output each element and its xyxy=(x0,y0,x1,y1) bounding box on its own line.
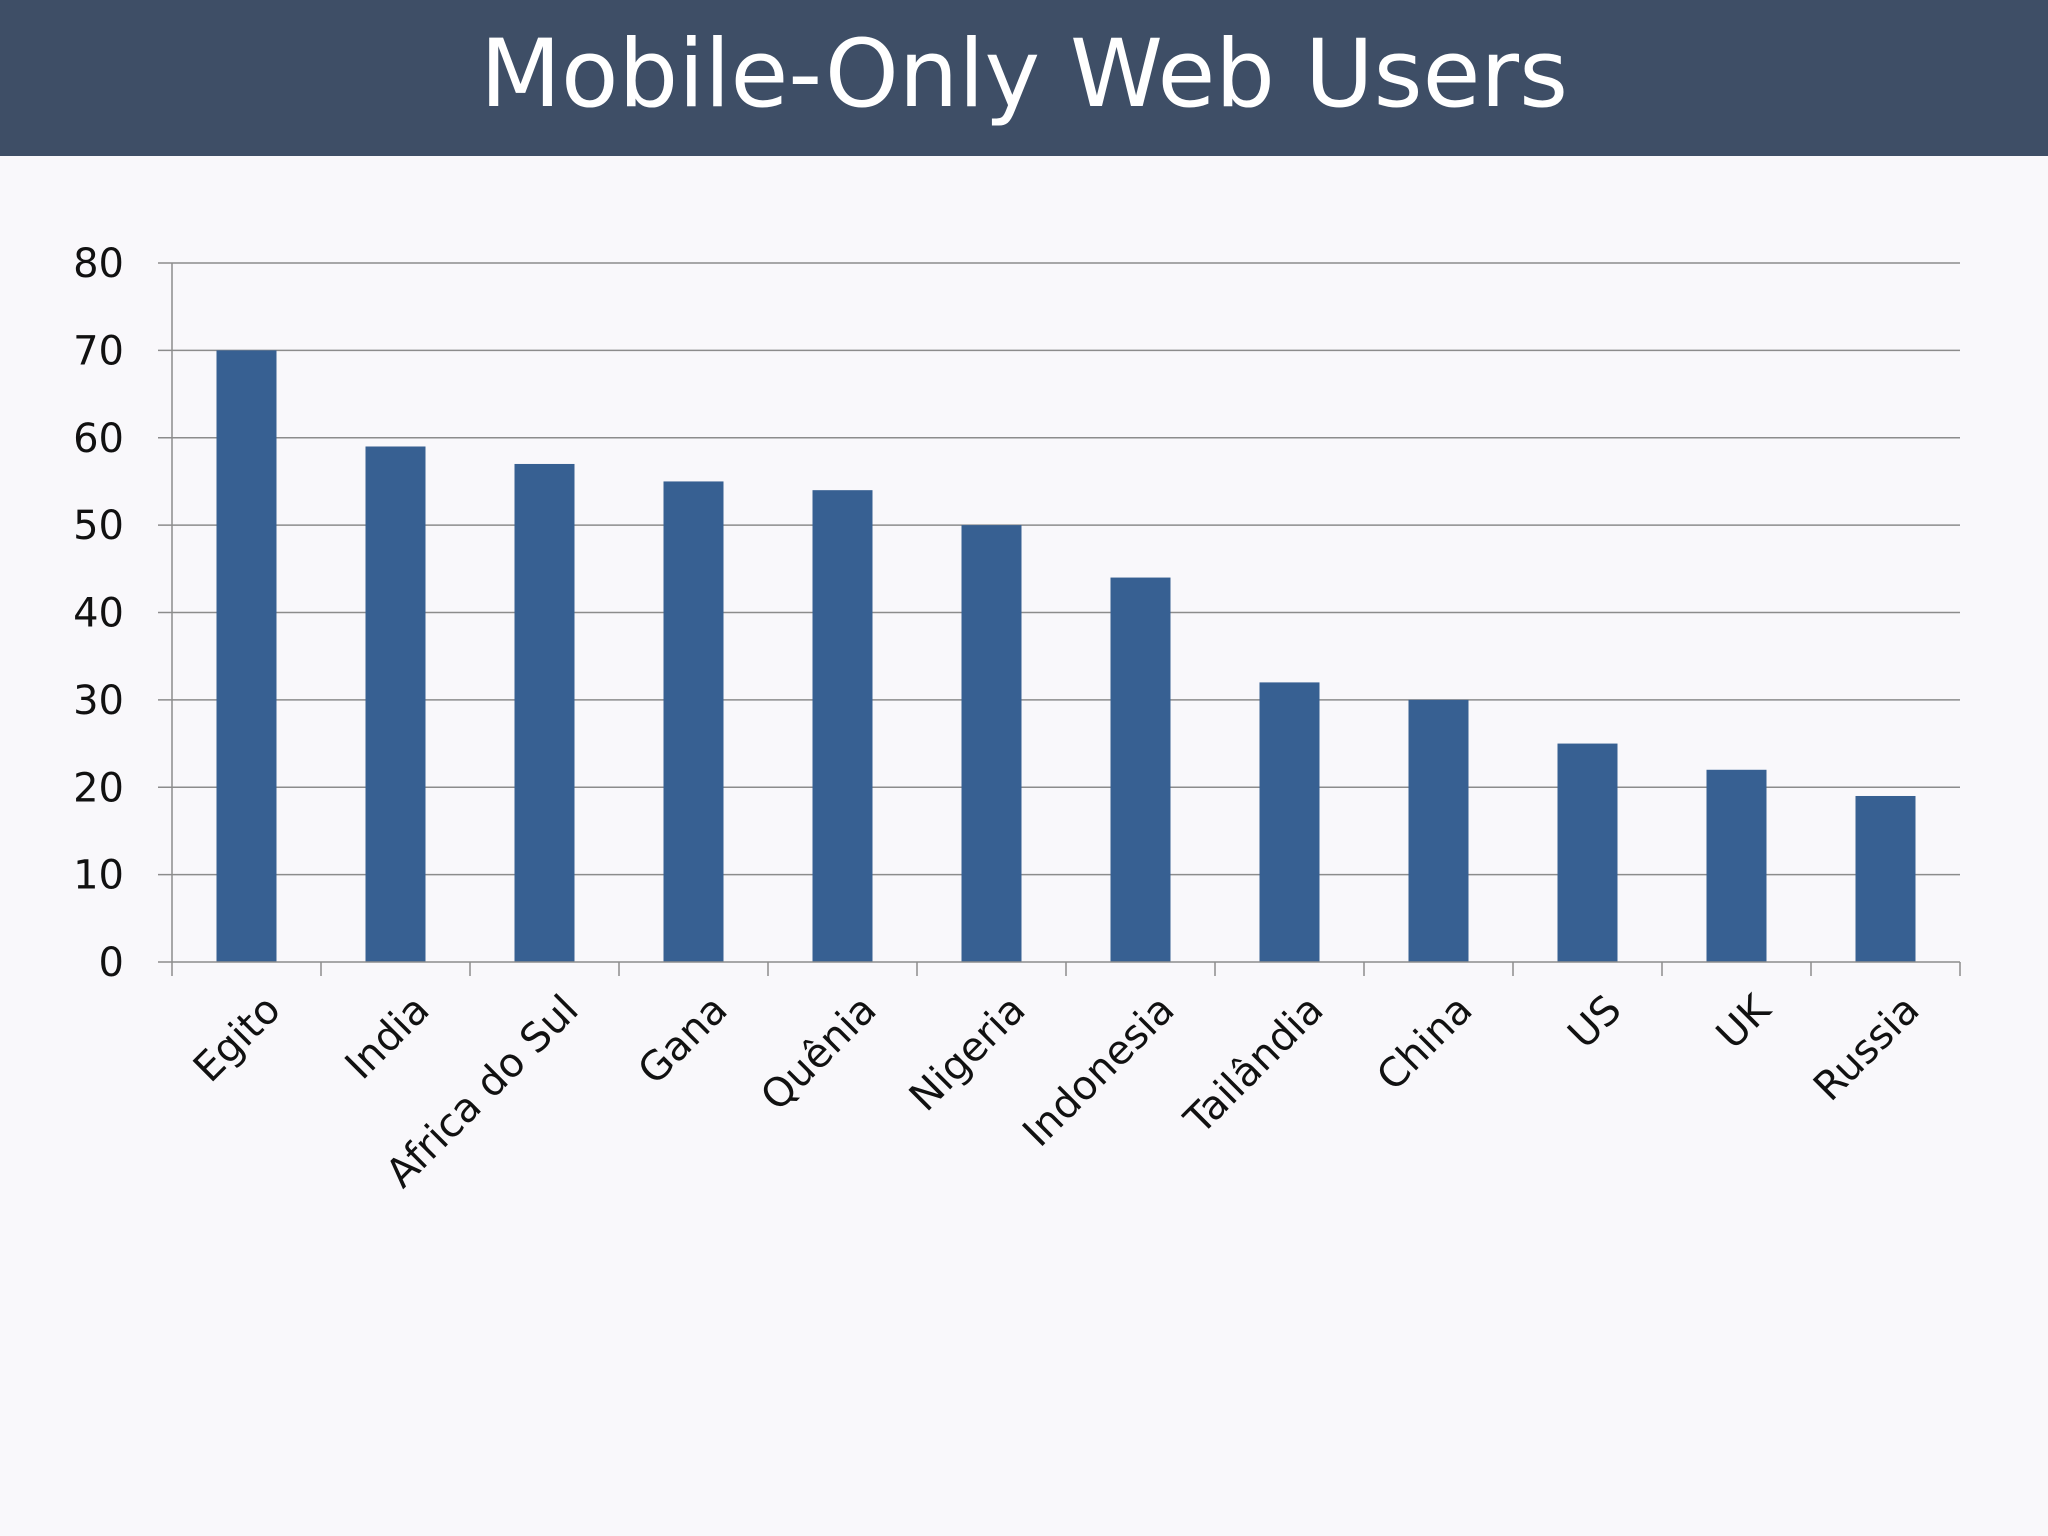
x-category-label: Quênia xyxy=(752,987,885,1120)
axes xyxy=(158,262,1961,976)
y-tick-label: 80 xyxy=(73,241,124,287)
y-tick-label: 50 xyxy=(73,503,124,549)
slide-title: Mobile-Only Web Users xyxy=(479,19,1569,129)
x-category-label: US xyxy=(1559,987,1630,1058)
bar-nigeria xyxy=(961,525,1022,962)
x-category-label: China xyxy=(1368,987,1481,1100)
bars xyxy=(216,350,1916,962)
x-category-label: Egito xyxy=(185,987,290,1092)
bar-india xyxy=(365,446,426,962)
gridlines xyxy=(172,262,1960,876)
x-category-label: India xyxy=(337,987,439,1089)
x-category-label: Tailândia xyxy=(1175,987,1332,1144)
bar-uk xyxy=(1706,769,1767,962)
bar-qu-nia xyxy=(812,490,873,962)
bar-indonesia xyxy=(1110,577,1171,962)
title-bar: Mobile-Only Web Users xyxy=(0,0,2048,156)
x-category-label: Indonesia xyxy=(1014,987,1183,1156)
y-tick-label: 60 xyxy=(73,416,124,462)
bar-us xyxy=(1557,743,1618,962)
bar-russia xyxy=(1855,795,1916,962)
y-tick-label: 70 xyxy=(73,328,124,374)
y-tick-label: 0 xyxy=(99,940,124,986)
x-category-label: Russia xyxy=(1805,987,1929,1111)
y-tick-label: 40 xyxy=(73,591,124,637)
bar-gana xyxy=(663,481,724,962)
bar-china xyxy=(1408,699,1469,962)
y-tick-label: 10 xyxy=(73,853,124,899)
x-category-label: Gana xyxy=(630,987,737,1094)
x-category-label: Nigeria xyxy=(901,987,1035,1121)
bar-tail-ndia xyxy=(1259,682,1320,962)
x-category-label: UK xyxy=(1708,985,1781,1058)
y-tick-label: 20 xyxy=(73,765,124,811)
bar-africa-do-sul xyxy=(514,463,575,962)
y-tick-labels: 0 10 20 30 40 50 60 70 80 xyxy=(73,241,124,986)
bar-egito xyxy=(216,350,277,962)
y-tick-label: 30 xyxy=(73,678,124,724)
